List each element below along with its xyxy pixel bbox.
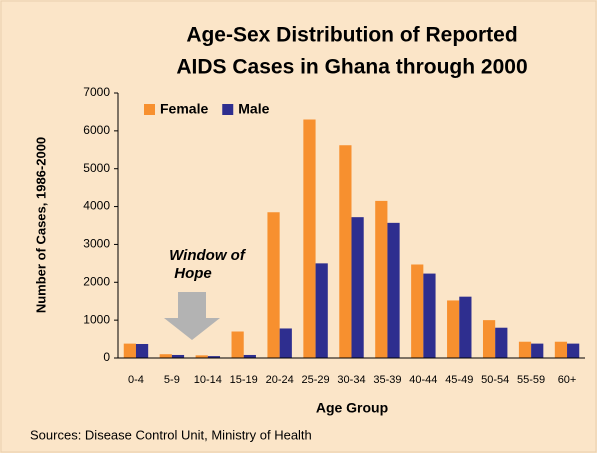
y-tick-label: 6000 <box>83 123 110 137</box>
y-axis-label: Number of Cases, 1986-2000 <box>33 137 48 313</box>
bar <box>159 354 172 358</box>
chart-title: AIDS Cases in Ghana through 2000 <box>176 56 527 79</box>
bar <box>567 343 580 358</box>
bar <box>267 212 280 358</box>
y-tick-label: 0 <box>103 350 110 364</box>
x-tick-label: 35-39 <box>373 374 401 386</box>
x-tick-label: 40-44 <box>409 374 437 386</box>
bar <box>231 331 244 358</box>
bar <box>195 355 208 358</box>
bar <box>518 341 532 358</box>
bar <box>315 263 328 358</box>
annotation: Window of <box>169 247 247 264</box>
bar <box>482 320 496 358</box>
y-tick-label: 7000 <box>83 85 110 99</box>
y-tick-label: 3000 <box>83 237 110 251</box>
x-tick-label: 50-54 <box>481 374 509 386</box>
arrow <box>164 292 220 340</box>
bar <box>339 145 352 358</box>
bar <box>279 328 292 358</box>
x-tick-label: 5-9 <box>164 374 180 386</box>
bar <box>243 354 256 358</box>
y-tick-label: 4000 <box>83 199 110 213</box>
x-tick-label: 20-24 <box>266 374 294 386</box>
x-axis-label: Age Group <box>316 400 388 416</box>
x-tick-label: 55-59 <box>517 374 545 386</box>
bar <box>135 343 149 358</box>
bar <box>447 300 460 358</box>
legend-swatch <box>144 104 155 115</box>
chart-title: Age-Sex Distribution of Reported <box>186 24 517 47</box>
bar <box>495 327 508 358</box>
y-tick-label: 2000 <box>83 274 110 288</box>
bar <box>531 343 544 358</box>
y-tick-label: 1000 <box>83 312 110 326</box>
bar <box>123 343 136 358</box>
y-tick-label: 5000 <box>83 161 110 175</box>
bar <box>459 296 472 358</box>
legend-label: Female <box>160 101 208 117</box>
x-tick-label: 30-34 <box>337 374 365 386</box>
bar <box>387 222 400 358</box>
bar <box>554 341 568 358</box>
bar <box>411 264 424 358</box>
legend-label: Male <box>238 101 269 117</box>
x-tick-label: 45-49 <box>445 374 473 386</box>
source: Sources: Disease Control Unit, Ministry … <box>30 427 312 442</box>
bar <box>351 217 364 358</box>
x-tick-label: 25-29 <box>302 374 330 386</box>
x-tick-label: 15-19 <box>230 374 258 386</box>
x-tick-label: 60+ <box>558 374 577 386</box>
x-tick-label: 10-14 <box>194 374 222 386</box>
bar <box>207 356 221 358</box>
annotation: Hope <box>174 265 212 282</box>
x-tick-label: 0-4 <box>128 374 144 386</box>
bar <box>375 200 388 358</box>
bar <box>171 354 185 358</box>
legend-swatch <box>222 104 234 115</box>
bar <box>303 119 316 358</box>
bar <box>423 273 436 358</box>
